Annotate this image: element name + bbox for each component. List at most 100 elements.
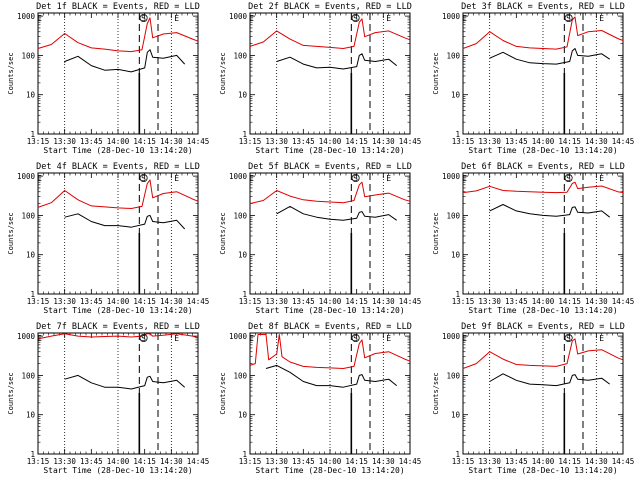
x-tick-label: 13:15	[27, 297, 50, 306]
y-tick-label: 1000	[17, 172, 36, 181]
x-axis-label: Start Time (28-Dec-10 13:14:20)	[255, 466, 404, 475]
marker-label: E	[174, 174, 179, 183]
panel-title: Det 2f BLACK = Events, RED = LLD	[248, 2, 412, 12]
x-tick-label: 13:30	[265, 137, 288, 146]
chart-panel-6: Det 6f BLACK = Events, RED = LLD 1 10 100 10…	[432, 162, 634, 315]
x-tick-label: 13:45	[80, 457, 103, 466]
x-tick-label: 14:00	[107, 457, 130, 466]
series-line-lld	[462, 181, 624, 194]
series-line-events	[489, 373, 610, 387]
x-tick-label: 14:30	[160, 297, 183, 306]
x-tick-label: 14:15	[133, 137, 156, 146]
y-tick-label: 10	[238, 91, 248, 100]
marker-label: S	[566, 174, 571, 183]
marker-label: E	[386, 14, 391, 23]
x-tick-label: 14:00	[319, 137, 342, 146]
x-tick-label: 13:45	[80, 297, 103, 306]
y-tick-label: 10	[451, 91, 461, 100]
chart-panel-8: Det 8f BLACK = Events, RED = LLD 1 10 100 10…	[219, 322, 421, 475]
x-tick-label: 13:15	[27, 457, 50, 466]
x-tick-label: 14:00	[532, 137, 555, 146]
y-tick-label: 10	[238, 251, 248, 260]
x-axis-label: Start Time (28-Dec-10 13:14:20)	[468, 146, 617, 155]
chart-panel-4: Det 4f BLACK = Events, RED = LLD 1 10 100 10…	[7, 162, 209, 315]
series-line-events	[276, 53, 398, 70]
series-line-lld	[37, 333, 199, 340]
y-axis-label: Counts/sec	[432, 52, 440, 94]
series-line-lld	[462, 16, 624, 50]
series-line-events	[489, 48, 610, 65]
chart-panel-3: Det 3f BLACK = Events, RED = LLD 1 10 100 10…	[432, 2, 634, 155]
y-tick-label: 1	[242, 290, 247, 299]
series-line-lld	[37, 179, 199, 209]
x-tick-label: 14:30	[585, 297, 608, 306]
y-tick-label: 1000	[442, 172, 461, 181]
marker-label: E	[249, 174, 254, 183]
panel-title: Det 1f BLACK = Events, RED = LLD	[36, 2, 200, 12]
x-tick-label: 13:15	[452, 137, 475, 146]
y-tick-label: 10	[451, 411, 461, 420]
marker-circle	[351, 333, 360, 342]
x-tick-label: 13:15	[452, 457, 475, 466]
y-tick-label: 100	[21, 211, 35, 220]
x-tick-label: 14:00	[107, 297, 130, 306]
panel-title: Det 7f BLACK = Events, RED = LLD	[36, 322, 200, 332]
x-tick-label: 14:45	[612, 297, 635, 306]
y-tick-label: 1000	[442, 332, 461, 341]
panel-title: Det 3f BLACK = Events, RED = LLD	[461, 2, 625, 12]
panels-layer: Det 1f BLACK = Events, RED = LLD 1 10 100 10…	[7, 2, 634, 475]
x-tick-label: 14:15	[133, 297, 156, 306]
y-tick-label: 1	[455, 450, 460, 459]
y-tick-label: 1	[30, 290, 35, 299]
y-tick-label: 100	[21, 371, 35, 380]
marker-label: E	[386, 174, 391, 183]
series-line-events	[276, 205, 397, 221]
marker-circle	[139, 333, 148, 342]
y-tick-label: 100	[233, 51, 247, 60]
x-tick-label: 14:45	[399, 137, 422, 146]
y-tick-label: 10	[238, 411, 248, 420]
marker-label: E	[462, 14, 467, 23]
x-tick-label: 13:45	[505, 137, 528, 146]
y-tick-label: 100	[233, 371, 247, 380]
x-tick-label: 13:30	[478, 457, 501, 466]
x-tick-label: 14:45	[187, 137, 210, 146]
x-tick-label: 14:45	[612, 457, 635, 466]
marker-circle	[139, 13, 148, 22]
y-tick-label: 1000	[229, 12, 248, 21]
x-tick-label: 14:30	[372, 457, 395, 466]
x-axis-label: Start Time (28-Dec-10 13:14:20)	[255, 306, 404, 315]
y-tick-label: 100	[21, 51, 35, 60]
x-tick-label: 13:15	[452, 297, 475, 306]
marker-label: S	[141, 14, 146, 23]
marker-label: E	[386, 334, 391, 343]
x-tick-label: 13:30	[53, 297, 76, 306]
panel-title: Det 5f BLACK = Events, RED = LLD	[248, 162, 412, 172]
y-tick-label: 1000	[17, 12, 36, 21]
marker-circle	[564, 333, 573, 342]
x-tick-label: 14:15	[345, 457, 368, 466]
y-tick-label: 10	[26, 411, 36, 420]
chart-panel-9: Det 9f BLACK = Events, RED = LLD 1 10 100 10…	[432, 322, 634, 475]
x-tick-label: 13:45	[292, 297, 315, 306]
x-tick-label: 13:30	[53, 457, 76, 466]
marker-circle	[564, 13, 573, 22]
marker-label: E	[37, 334, 42, 343]
y-tick-label: 1000	[17, 332, 36, 341]
x-tick-label: 13:30	[478, 137, 501, 146]
marker-label: S	[566, 14, 571, 23]
marker-label: S	[353, 174, 358, 183]
x-tick-label: 14:15	[345, 297, 368, 306]
marker-label: S	[353, 14, 358, 23]
y-tick-label: 1	[455, 290, 460, 299]
marker-label: E	[174, 14, 179, 23]
x-tick-label: 14:30	[585, 457, 608, 466]
y-tick-label: 100	[446, 51, 460, 60]
panel-title: Det 9f BLACK = Events, RED = LLD	[461, 322, 625, 332]
x-tick-label: 14:30	[372, 297, 395, 306]
series-line-lld	[37, 17, 199, 53]
x-tick-label: 14:45	[399, 457, 422, 466]
x-tick-label: 14:30	[160, 137, 183, 146]
x-axis-label: Start Time (28-Dec-10 13:14:20)	[43, 466, 192, 475]
